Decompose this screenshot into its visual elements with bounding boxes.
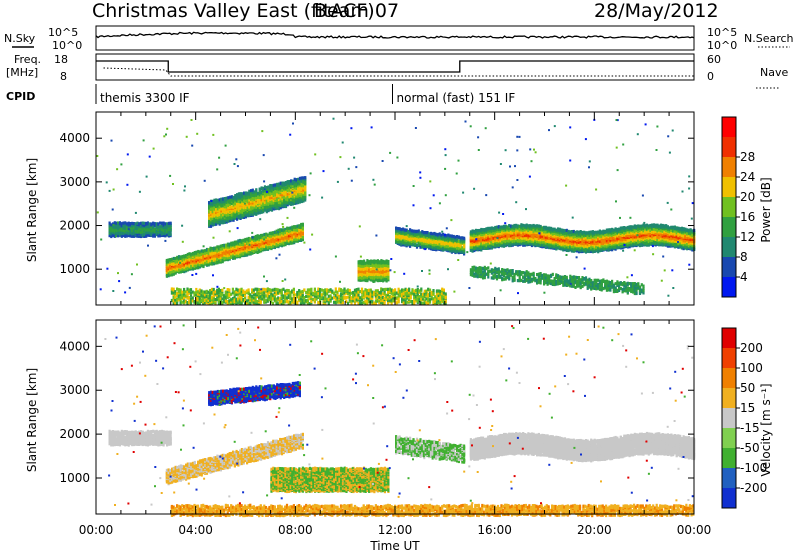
colorbar-swatch [722, 348, 736, 368]
colorbar-swatch [722, 157, 736, 177]
colorbar-tick-label: 100 [740, 361, 763, 375]
colorbar-tick-label: 15 [740, 401, 755, 415]
x-tick-label: 12:00 [378, 523, 413, 537]
velocity-colorbar: 200 100 50 15 -15 -50 -100 -200 [721, 327, 767, 509]
colorbar-swatch [722, 368, 736, 388]
date-label: 28/May/2012 [594, 0, 719, 22]
colorbar-swatch [722, 257, 736, 277]
y-tick-label: 1000 [59, 471, 90, 485]
colorbar-swatch [722, 328, 736, 348]
colorbar-swatch [722, 488, 736, 508]
y-tick-label: 3000 [59, 175, 90, 189]
colorbar-swatch [722, 468, 736, 488]
colorbar-swatch [722, 428, 736, 448]
y-tick-label: 4000 [59, 131, 90, 145]
x-tick-label: 00:00 [79, 523, 114, 537]
freq-panel [95, 53, 695, 81]
colorbar-swatch [722, 448, 736, 468]
x-tick-label: 00:00 [677, 523, 712, 537]
colorbar-tick-label: -50 [740, 441, 760, 455]
nsearch-tick-bottom: 10^0 [707, 39, 737, 52]
colorbar-tick-label: -100 [740, 461, 767, 475]
y-tick-label: 2000 [59, 219, 90, 233]
cpid-segment-label: normal (fast) 151 IF [397, 91, 516, 105]
nsearch-tick-top: 10^5 [707, 26, 737, 39]
colorbar-tick-label: 24 [740, 170, 755, 184]
power-panel: 1000 2000 3000 4000 [59, 111, 696, 306]
nave-label: Nave [760, 66, 788, 79]
cpid-segment-label: themis 3300 IF [100, 91, 190, 105]
freq-tick-18: 18 [54, 53, 68, 66]
x-tick-label: 04:00 [178, 523, 213, 537]
y-tick-label: 2000 [59, 427, 90, 441]
colorbar-swatch [722, 408, 736, 428]
nsky-label: N.Sky [4, 32, 36, 45]
colorbar-tick-label: 8 [740, 250, 748, 264]
y-tick-label: 1000 [59, 262, 90, 276]
colorbar-swatch [722, 177, 736, 197]
freq-label: Freq. [14, 53, 41, 66]
power-colorbar: 4 8 12 16 20 24 28 [721, 116, 755, 298]
colorbar-frame [721, 327, 737, 509]
colorbar-tick-label: -200 [740, 481, 767, 495]
nsky-trace [95, 31, 695, 39]
freq-line [96, 60, 694, 73]
data-cells [96, 117, 696, 306]
x-tick-label: 08:00 [278, 523, 313, 537]
velocity-colorbar-label: Velocity [m s⁻¹] [759, 383, 773, 476]
freq-unit-label: [MHz] [6, 66, 38, 79]
colorbar-tick-label: 4 [740, 270, 748, 284]
nsearch-label: N.Search [744, 32, 794, 45]
colorbar-swatch [722, 277, 736, 297]
freq-trace [96, 60, 694, 77]
nave-tick-0: 0 [707, 70, 714, 83]
colorbar-tick-label: 16 [740, 210, 755, 224]
y-tick-label: 4000 [59, 339, 90, 353]
colorbar-swatch [722, 388, 736, 408]
nsky-panel [95, 25, 695, 51]
x-tick-label: 20:00 [577, 523, 612, 537]
cpid-label: CPID [6, 90, 35, 103]
figure-title: Christmas Valley East (fitACF) [92, 0, 375, 22]
colorbar-swatch [722, 237, 736, 257]
nsky-line [95, 31, 695, 39]
colorbar-swatch [722, 137, 736, 157]
time-xlabel: Time UT [369, 539, 420, 553]
power-ylabel: Slant Range [km] [25, 158, 39, 262]
velocity-panel: 1000 2000 3000 4000 00:00 04:00 08:00 12:00 16:0… [59, 319, 712, 537]
nsky-tick-top-left: 10^5 [48, 26, 78, 39]
x-tick-label: 16:00 [477, 523, 512, 537]
colorbar-tick-label: -15 [740, 421, 760, 435]
colorbar-tick-label: 50 [740, 381, 755, 395]
nave-tick-60: 60 [707, 53, 721, 66]
beam-label: Beam 07 [314, 0, 399, 22]
data-cells [104, 324, 696, 518]
colorbar-tick-label: 12 [740, 230, 755, 244]
nsky-tick-bottom-left: 10^0 [52, 39, 82, 52]
velocity-ylabel: Slant Range [km] [25, 368, 39, 472]
power-colorbar-label: Power [dB] [759, 177, 773, 242]
colorbar-tick-label: 20 [740, 190, 755, 204]
colorbar-swatch [722, 197, 736, 217]
colorbar-tick-label: 200 [740, 341, 763, 355]
y-tick-label: 3000 [59, 383, 90, 397]
colorbar-tick-label: 28 [740, 150, 755, 164]
colorbar-swatch [722, 117, 736, 137]
colorbar-swatch [722, 217, 736, 237]
cpid-row: themis 3300 IF normal (fast) 151 IF [95, 84, 516, 105]
colorbar-frame [721, 116, 737, 298]
freq-tick-8: 8 [60, 70, 67, 83]
